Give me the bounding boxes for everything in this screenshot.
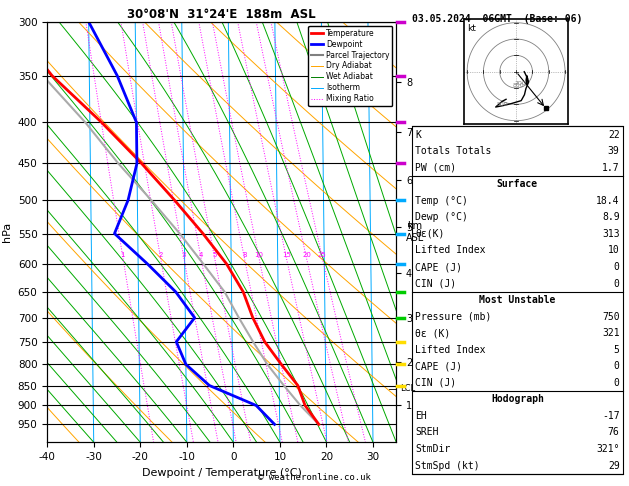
- Text: 2: 2: [159, 252, 163, 258]
- Text: LCL: LCL: [400, 384, 415, 393]
- Text: 0: 0: [614, 262, 620, 272]
- Text: SREH: SREH: [415, 428, 438, 437]
- Text: Most Unstable: Most Unstable: [479, 295, 555, 305]
- Text: 10: 10: [608, 245, 620, 256]
- Text: 5: 5: [213, 252, 217, 258]
- Text: 5: 5: [614, 345, 620, 355]
- Text: 10: 10: [255, 252, 264, 258]
- Text: Lifted Index: Lifted Index: [415, 245, 486, 256]
- Text: CAPE (J): CAPE (J): [415, 262, 462, 272]
- Text: 1: 1: [121, 252, 125, 258]
- Text: K: K: [415, 130, 421, 139]
- Text: Lifted Index: Lifted Index: [415, 345, 486, 355]
- Text: Pressure (mb): Pressure (mb): [415, 312, 491, 322]
- Text: StmSpd (kt): StmSpd (kt): [415, 461, 480, 470]
- Text: Surface: Surface: [497, 179, 538, 189]
- Text: 8: 8: [242, 252, 247, 258]
- Text: 750: 750: [602, 312, 620, 322]
- Text: 18.4: 18.4: [596, 196, 620, 206]
- Y-axis label: hPa: hPa: [2, 222, 12, 242]
- Text: 22: 22: [608, 130, 620, 139]
- Text: CIN (J): CIN (J): [415, 378, 456, 388]
- Text: 8.9: 8.9: [602, 212, 620, 223]
- Legend: Temperature, Dewpoint, Parcel Trajectory, Dry Adiabat, Wet Adiabat, Isotherm, Mi: Temperature, Dewpoint, Parcel Trajectory…: [308, 26, 392, 106]
- Text: 321: 321: [602, 328, 620, 338]
- Text: 0: 0: [614, 378, 620, 388]
- Text: -17: -17: [602, 411, 620, 421]
- Title: 30°08'N  31°24'E  188m  ASL: 30°08'N 31°24'E 188m ASL: [128, 8, 316, 21]
- Text: Hodograph: Hodograph: [491, 394, 544, 404]
- Text: 321°: 321°: [596, 444, 620, 454]
- Text: Dewp (°C): Dewp (°C): [415, 212, 468, 223]
- Text: 4: 4: [199, 252, 203, 258]
- Text: 25: 25: [318, 252, 326, 258]
- Text: 0: 0: [614, 278, 620, 289]
- Text: 850: 850: [513, 83, 524, 87]
- Text: 3: 3: [182, 252, 186, 258]
- Text: 29: 29: [608, 461, 620, 470]
- Text: StmDir: StmDir: [415, 444, 450, 454]
- Text: 15: 15: [282, 252, 291, 258]
- Text: 03.05.2024  06GMT  (Base: 06): 03.05.2024 06GMT (Base: 06): [412, 14, 582, 24]
- Text: 500: 500: [496, 102, 508, 107]
- X-axis label: Dewpoint / Temperature (°C): Dewpoint / Temperature (°C): [142, 468, 302, 478]
- Text: EH: EH: [415, 411, 427, 421]
- Text: 0: 0: [614, 361, 620, 371]
- Text: 20: 20: [302, 252, 311, 258]
- Text: 76: 76: [608, 428, 620, 437]
- Text: 313: 313: [602, 229, 620, 239]
- Text: PW (cm): PW (cm): [415, 163, 456, 173]
- Y-axis label: km
ASL: km ASL: [406, 221, 424, 243]
- Text: Totals Totals: Totals Totals: [415, 146, 491, 156]
- Text: © weatheronline.co.uk: © weatheronline.co.uk: [258, 473, 371, 482]
- Text: 700: 700: [515, 81, 526, 86]
- Text: kt: kt: [467, 24, 476, 34]
- Text: 39: 39: [608, 146, 620, 156]
- Text: CIN (J): CIN (J): [415, 278, 456, 289]
- Text: θε(K): θε(K): [415, 229, 445, 239]
- Text: 1.7: 1.7: [602, 163, 620, 173]
- Text: Temp (°C): Temp (°C): [415, 196, 468, 206]
- Text: CAPE (J): CAPE (J): [415, 361, 462, 371]
- Text: θε (K): θε (K): [415, 328, 450, 338]
